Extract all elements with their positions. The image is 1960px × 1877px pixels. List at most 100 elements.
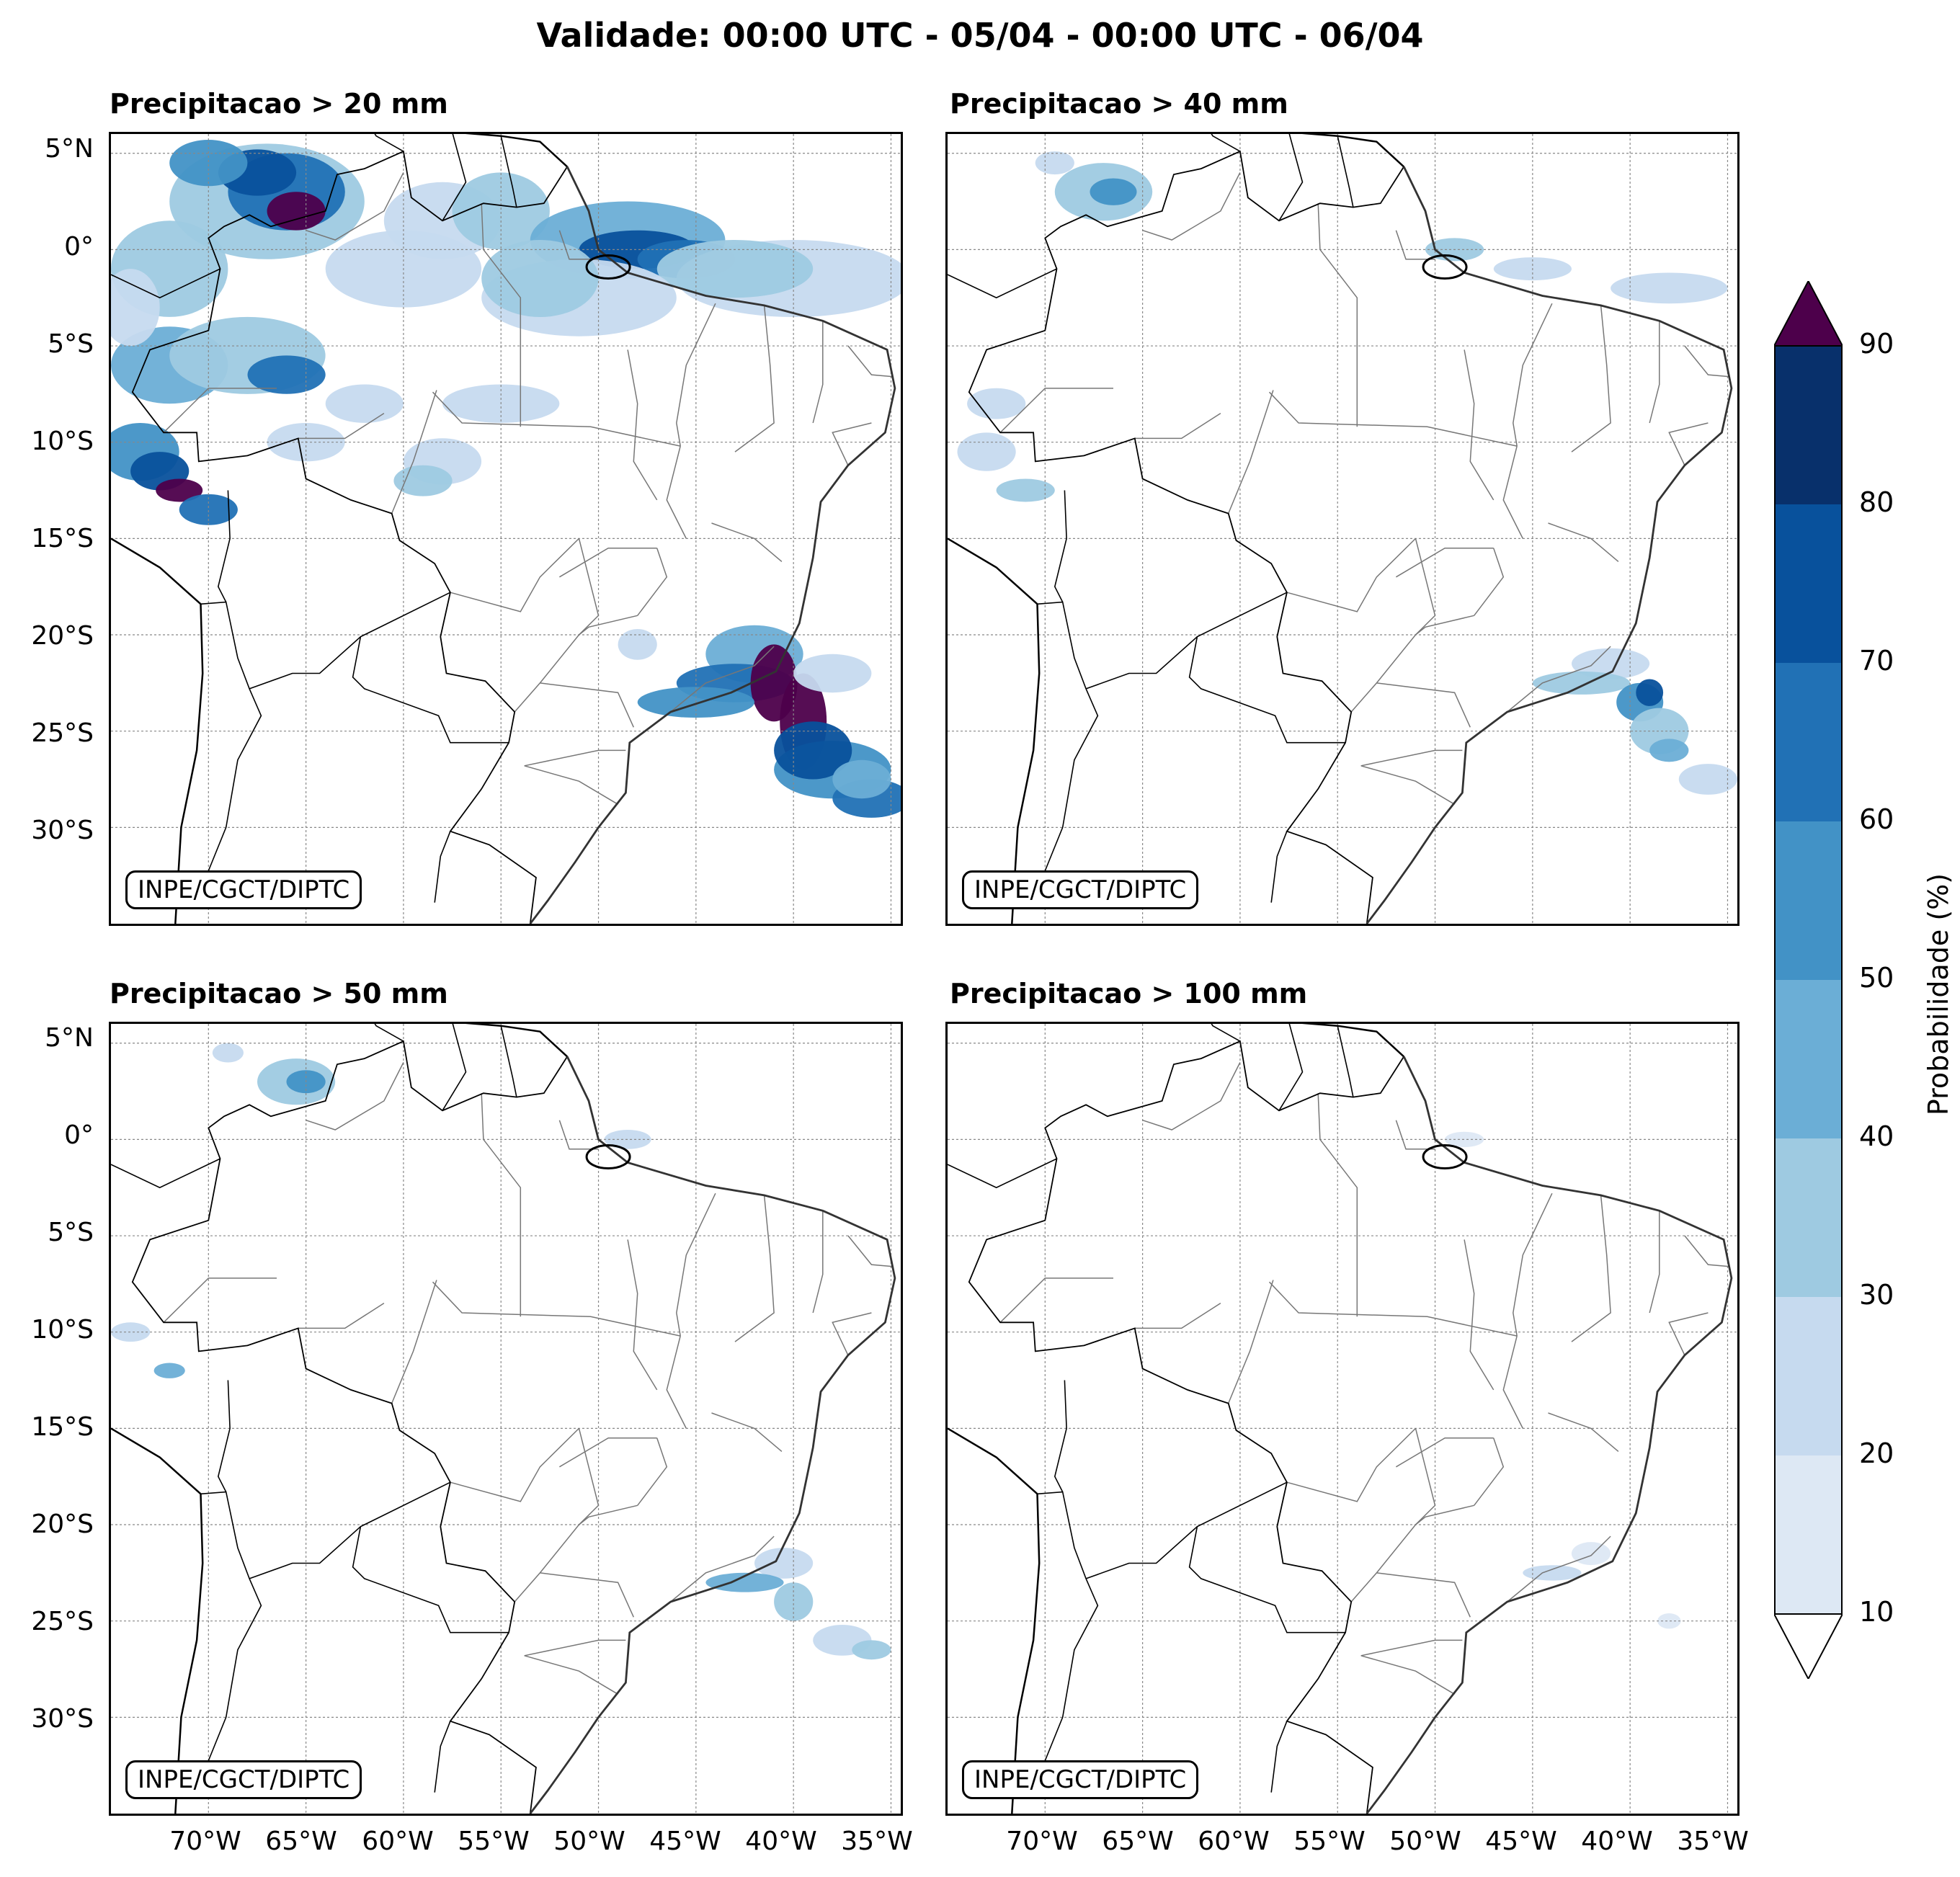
state-border (163, 388, 277, 433)
state-border (1317, 203, 1358, 427)
state-border (1415, 1504, 1474, 1525)
colorbar-segment (1774, 504, 1843, 663)
state-border (306, 1062, 404, 1131)
country-border (948, 268, 1057, 299)
precip-area (111, 269, 160, 347)
y-tick-label: 10°S (31, 1315, 94, 1345)
precip-area (1649, 739, 1689, 762)
y-tick-label: 25°S (31, 1607, 94, 1636)
precip-area (179, 494, 238, 525)
state-border (481, 203, 522, 427)
y-tick-label: 0° (64, 1120, 94, 1150)
state-border (540, 682, 634, 728)
precip-area (1035, 151, 1074, 175)
country-border (1037, 1491, 1099, 1775)
coastline (948, 538, 1041, 924)
state-border (1142, 1062, 1241, 1131)
map-panel: INPE/CGCT/DIPTC (109, 132, 903, 926)
state-border (524, 749, 626, 767)
map-canvas (111, 134, 901, 924)
precip-area (1657, 1613, 1681, 1629)
colorbar-segment (1774, 821, 1843, 980)
x-tick-label: 65°W (265, 1827, 337, 1856)
state-border (1507, 646, 1611, 713)
credit-label: INPE/CGCT/DIPTC (962, 1760, 1199, 1799)
country-border (1054, 490, 1067, 602)
state-border (670, 1535, 775, 1602)
state-border (450, 538, 580, 612)
precip-area (1090, 178, 1137, 205)
country-border (1278, 1024, 1304, 1111)
state-border (1228, 390, 1274, 514)
panel-title: Precipitacao > 40 mm (950, 88, 1288, 120)
precip-area (169, 140, 248, 187)
figure-title: Validade: 00:00 UTC - 05/04 - 00:00 UTC … (536, 16, 1424, 55)
state-border (579, 1504, 638, 1525)
state-border (847, 345, 894, 378)
precip-area (774, 1582, 814, 1621)
state-border (847, 1235, 894, 1267)
state-border (1396, 547, 1494, 578)
colorbar-tick: 80 (1859, 486, 1894, 518)
precip-area (212, 1043, 244, 1063)
country-border (200, 1491, 262, 1775)
x-tick-label: 70°W (1006, 1827, 1078, 1856)
precip-area (325, 384, 404, 423)
state-border (1571, 1195, 1611, 1342)
country-border (948, 1158, 1057, 1189)
colorbar-tick: 50 (1859, 962, 1894, 994)
country-border (500, 1025, 517, 1097)
state-border (999, 388, 1113, 433)
coastline (111, 538, 204, 924)
state-border (1317, 1093, 1358, 1317)
x-tick-label: 55°W (1293, 1827, 1366, 1856)
country-border (111, 268, 220, 299)
y-tick-label: 30°S (31, 1704, 94, 1734)
colorbar-tick: 10 (1859, 1596, 1894, 1628)
state-border (676, 1192, 716, 1337)
state-border (306, 172, 404, 241)
state-border (524, 765, 618, 805)
state-border (666, 445, 687, 539)
state-border (1649, 1211, 1660, 1314)
state-border (481, 1093, 522, 1317)
precip-area (153, 1363, 185, 1378)
country-border (1211, 1024, 1241, 1042)
country-border (442, 134, 467, 221)
map-panel: INPE/CGCT/DIPTC (109, 1022, 903, 1816)
state-border (1134, 412, 1221, 440)
precip-area (604, 1130, 651, 1149)
precip-area (1532, 671, 1631, 695)
precip-area (1523, 1565, 1582, 1581)
state-border (432, 1281, 681, 1337)
state-border (1268, 1281, 1518, 1337)
x-tick-label: 70°W (169, 1827, 241, 1856)
state-border (450, 1427, 580, 1502)
country-border (1085, 636, 1198, 690)
y-tick-label: 30°S (31, 816, 94, 845)
state-border (540, 1572, 634, 1618)
y-tick-label: 15°S (31, 1412, 94, 1442)
state-border (1513, 303, 1553, 447)
country-border (1278, 134, 1304, 221)
country-border (111, 1158, 220, 1189)
colorbar-extend-min (1774, 1613, 1843, 1679)
precip-area (793, 654, 872, 693)
precip-area (111, 1322, 151, 1342)
state-border (1396, 1437, 1494, 1468)
x-tick-label: 60°W (1198, 1827, 1270, 1856)
state-border (1228, 1280, 1274, 1404)
state-border (1134, 1302, 1221, 1329)
precip-area (452, 172, 550, 250)
x-tick-label: 35°W (1677, 1827, 1749, 1856)
country-border (968, 1040, 1404, 1814)
country-border (249, 1526, 361, 1579)
country-border (131, 150, 568, 924)
country-border (500, 135, 517, 208)
state-border (734, 1195, 775, 1342)
state-border (1513, 1192, 1553, 1337)
y-tick-label: 5°S (48, 1218, 94, 1247)
x-tick-label: 40°W (1581, 1827, 1653, 1856)
precip-area (1611, 272, 1728, 304)
state-border (1268, 391, 1518, 447)
